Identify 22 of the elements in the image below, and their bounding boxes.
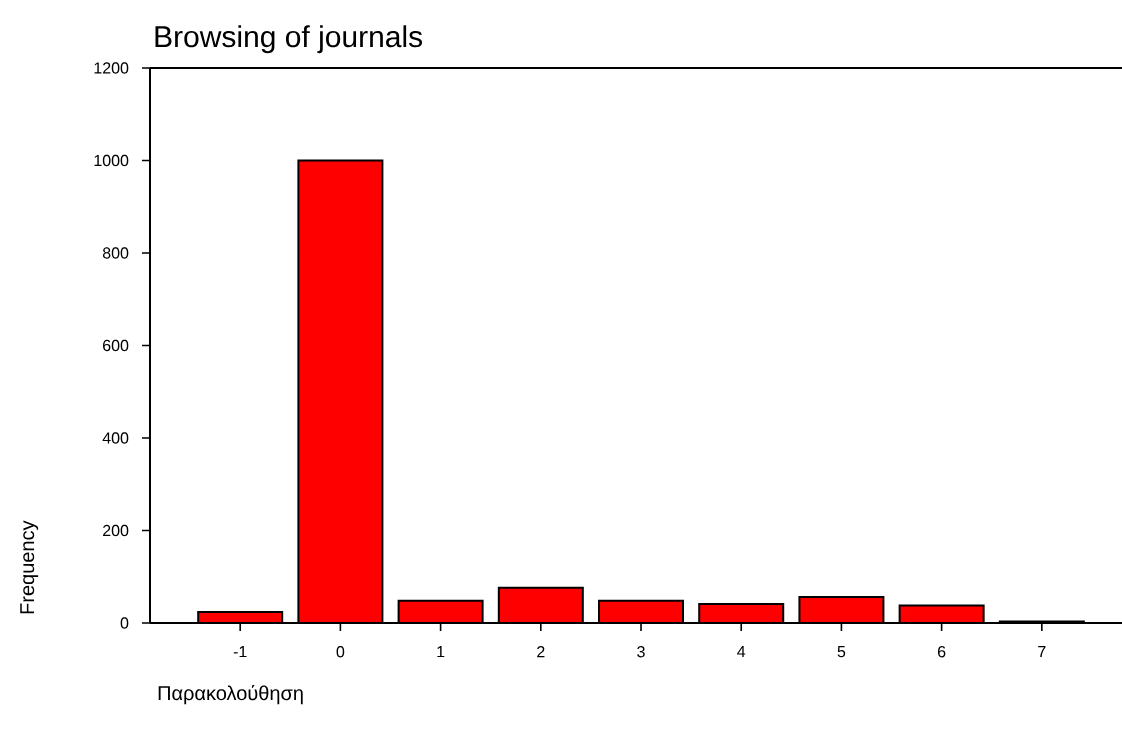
y-tick-label: 600 [103, 339, 129, 352]
y-tick-label: 400 [102, 432, 129, 444]
x-axis-title: Παρακολούθηση [158, 684, 303, 705]
x-tick-label: 1 [437, 646, 445, 658]
bar [498, 587, 583, 624]
y-tick-label: 1000 [94, 154, 129, 167]
y-axis-title: Frequency [20, 520, 39, 614]
x-tick-label: -1 [233, 646, 247, 658]
y-tick-label: 1200 [94, 62, 129, 74]
x-tick-label: 2 [537, 646, 545, 658]
bar [799, 597, 884, 624]
x-tick-label: 0 [336, 646, 345, 658]
bar [298, 160, 383, 624]
y-tick-label: 800 [102, 247, 129, 259]
chart-title: Browsing of journals [155, 25, 423, 54]
x-tick-label: 3 [637, 646, 645, 658]
y-tick-label: 200 [103, 524, 129, 537]
x-tick-label: 4 [737, 646, 746, 658]
y-tick-label: 0 [120, 617, 129, 629]
x-tick-label: 7 [1038, 646, 1046, 658]
x-tick-label: 6 [938, 646, 946, 658]
x-tick-label: 5 [837, 646, 846, 658]
